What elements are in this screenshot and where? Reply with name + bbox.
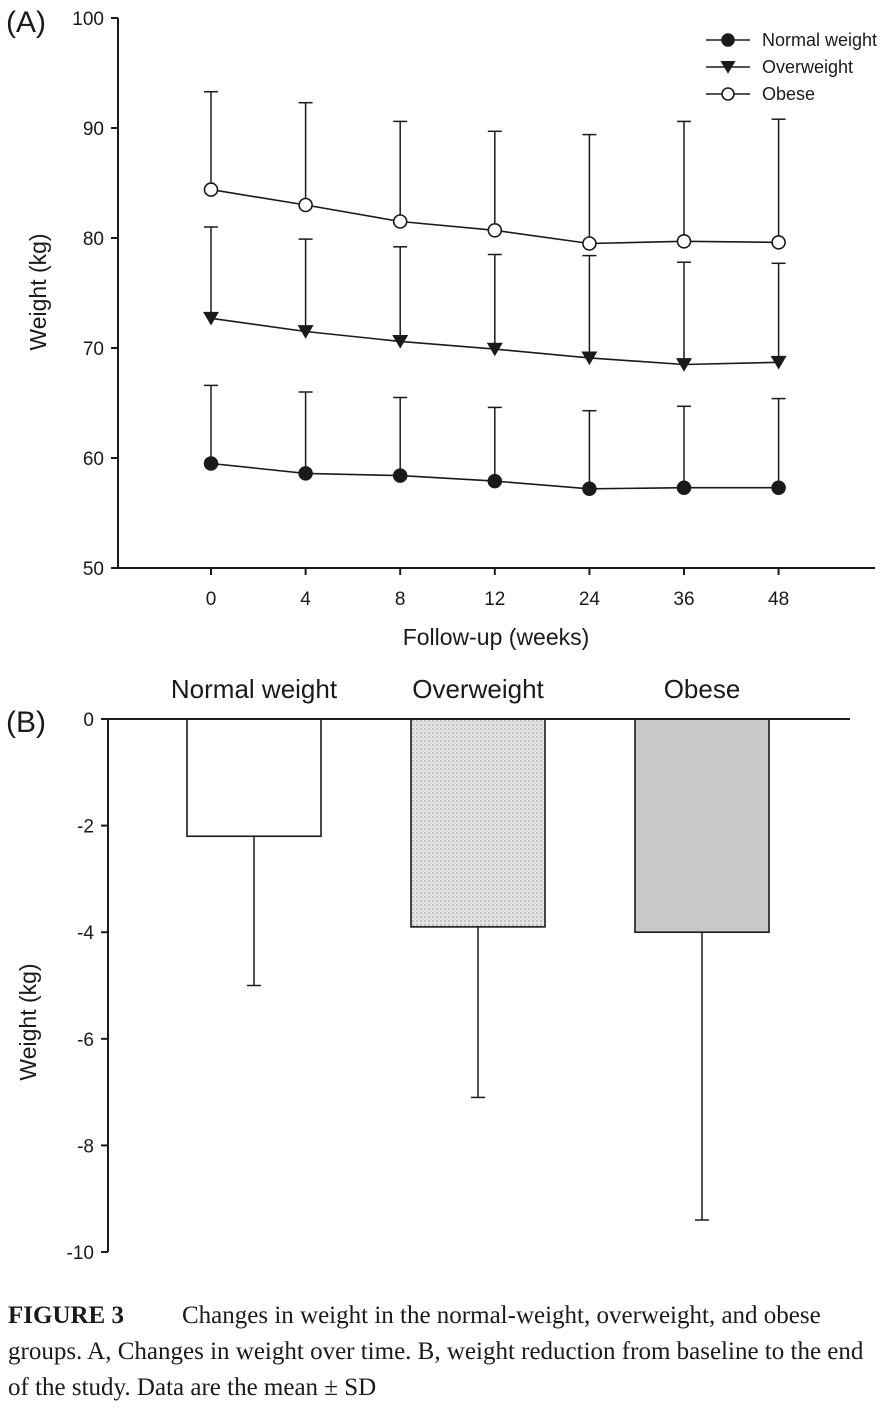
panel-a-x-tick-label: 4: [300, 589, 311, 610]
panel-a-y-tick-label: 60: [83, 449, 104, 470]
panel-a-obese-point: [392, 214, 408, 229]
panel-b-y-axis-label: Weight (kg): [15, 963, 41, 1080]
legend-obese-marker: [721, 87, 735, 101]
panel-a-y-tick-label: 50: [83, 559, 104, 580]
panel-a-overweight-point: [486, 342, 503, 357]
panel-a-overweight-point: [392, 335, 409, 349]
panel-a-overweight-point: [676, 358, 692, 372]
panel-b-y-tick-label: -2: [77, 817, 94, 838]
panel-b-label: (B): [6, 706, 46, 739]
panel-a-y-axis-label: Weight (kg): [25, 233, 51, 350]
panel-a-legend: Normal weight Overweight Obese: [706, 30, 877, 104]
panel-a-obese-point: [582, 236, 597, 251]
caption-label: FIGURE 3: [8, 1302, 124, 1329]
panel-a-overweight-point: [203, 311, 219, 326]
panel-a-obese-point: [676, 234, 692, 249]
panel-a-overweight-point: [581, 351, 598, 366]
panel-b-normal-weight-category-label: Normal weight: [171, 674, 338, 704]
panel-b-y-tick-label: -8: [77, 1136, 94, 1157]
panel-a-obese-point: [203, 182, 219, 197]
panel-b-normal-weight-bar: [186, 718, 322, 838]
panel-a-normal-weight-point: [676, 480, 692, 495]
panel-b-y-tick-label: -10: [67, 1243, 94, 1264]
panel-a-x-tick-label: 36: [673, 589, 694, 610]
figure-caption: FIGURE 3 Changes in weight in the normal-…: [8, 1298, 888, 1406]
panel-a-x-axis-label: Follow-up (weeks): [403, 624, 590, 650]
panel-a-normal-weight-point: [487, 473, 503, 489]
caption-text: Changes in weight in the normal-weight, …: [8, 1302, 864, 1401]
panel-a-overweight-point: [770, 355, 787, 370]
panel-a-y-tick-label: 100: [72, 9, 104, 30]
panel-a-x-tick-label: 8: [395, 589, 406, 610]
panel-a-y-tick-label: 90: [83, 119, 104, 140]
panel-a-obese-point: [487, 223, 503, 238]
panel-b-y-tick-label: 0: [83, 710, 94, 731]
legend-obese-label: Obese: [762, 84, 815, 104]
panel-b-obese-category-label: Obese: [664, 674, 741, 704]
panel-b-y-tick-label: -4: [77, 923, 94, 944]
panel-a-x-tick-label: 24: [579, 589, 601, 610]
panel-b-overweight-category-label: Overweight: [412, 674, 544, 704]
panel-a-normal-weight-point: [392, 468, 408, 483]
panel-a-x-tick-label: 48: [768, 589, 789, 610]
legend-normal-weight-marker: [721, 33, 735, 47]
panel-a-x-tick-label: 12: [484, 589, 505, 610]
panel-a-y-tick-label: 70: [83, 339, 104, 360]
panel-a-normal-weight-point: [771, 480, 786, 495]
legend-normal-weight-label: Normal weight: [762, 30, 877, 50]
panel-a-normal-weight-point: [582, 481, 597, 497]
panel-b-overweight-bar: [410, 718, 546, 928]
panel-a-label: (A): [6, 6, 46, 39]
panel-a-overweight-point: [297, 325, 314, 339]
panel-a-y-tick-label: 80: [83, 229, 104, 250]
legend-overweight-marker: [720, 61, 736, 74]
panel-a-obese-point: [298, 197, 313, 213]
legend-overweight-label: Overweight: [762, 57, 853, 77]
panel-a-x-tick-label: 0: [206, 589, 217, 610]
panel-a-normal-weight-point: [298, 466, 313, 481]
panel-a-obese-point: [771, 235, 786, 250]
panel-b-obese-bar: [634, 718, 770, 933]
panel-b-bar-chart: (B) 0 -2 -4 -6 -8 -10 Normal weight Overweight…: [6, 674, 850, 1264]
panel-b-y-tick-label: -6: [77, 1030, 94, 1051]
panel-a-normal-weight-point: [203, 456, 219, 471]
